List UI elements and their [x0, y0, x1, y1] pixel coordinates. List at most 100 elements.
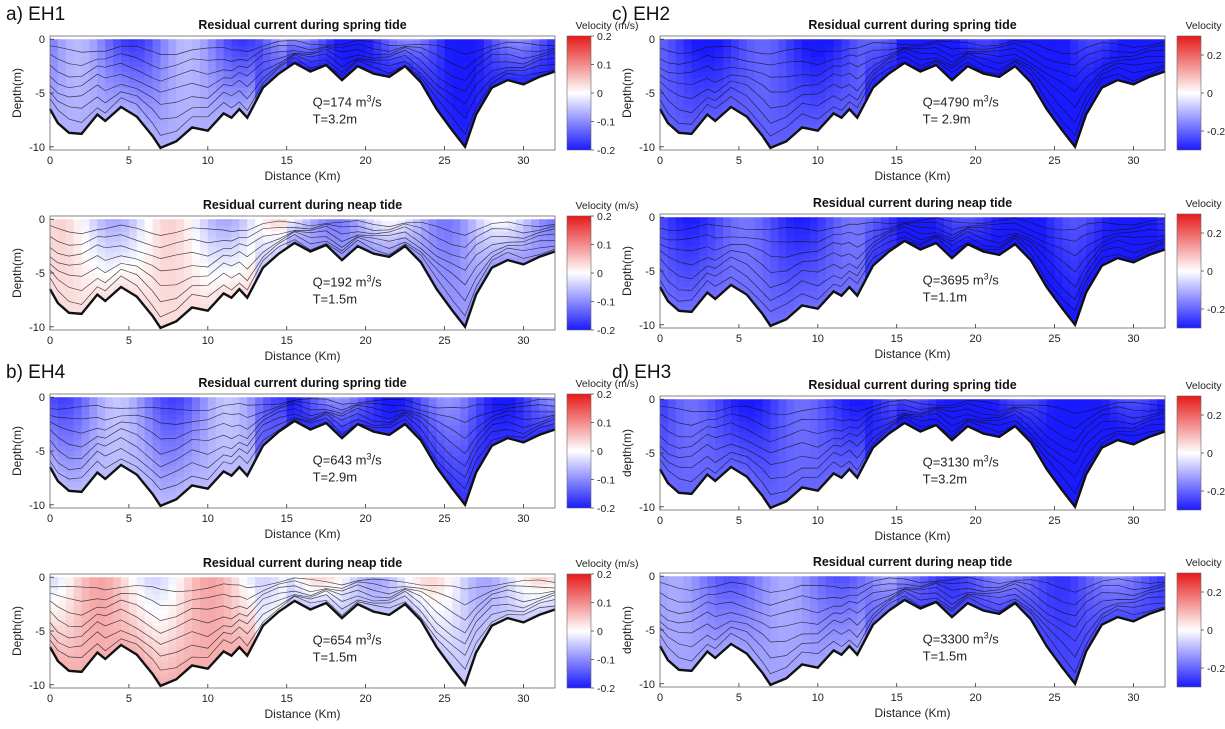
field-cell [483, 103, 493, 110]
field-cell [310, 262, 319, 269]
field-cell [468, 51, 477, 58]
contour-line [50, 239, 555, 318]
field-cell [746, 281, 756, 288]
field-cell [483, 314, 493, 321]
field-cell [428, 118, 438, 125]
field-cell [436, 309, 446, 316]
field-cell [65, 236, 75, 243]
field-cell [81, 67, 91, 73]
field-cell [444, 118, 454, 125]
field-cell [302, 288, 311, 295]
field-cell [247, 298, 256, 305]
field-cell [1101, 39, 1111, 42]
field-cell [539, 314, 548, 321]
field-cell [880, 113, 890, 120]
field-cell [468, 56, 477, 63]
field-cell [499, 93, 509, 99]
field-cell [215, 129, 225, 136]
field-cell [1070, 72, 1079, 79]
field-cell [278, 314, 288, 321]
field-cell [738, 41, 748, 47]
field-cell [944, 134, 953, 141]
field-cell [294, 236, 304, 243]
field-cell [223, 39, 233, 42]
field-cell [160, 129, 169, 136]
field-cell [1149, 134, 1158, 141]
field-cell [144, 39, 154, 42]
field-cell [809, 296, 819, 303]
field-cell [731, 134, 740, 141]
field-cell [794, 317, 803, 324]
field-cell [904, 113, 914, 120]
field-cell [849, 281, 858, 288]
field-cell [786, 77, 795, 84]
field-cell [1007, 118, 1016, 125]
field-cell [412, 118, 422, 125]
field-cell [81, 134, 91, 141]
field-cell [483, 319, 493, 326]
field-cell [199, 67, 209, 73]
field-cell [468, 219, 477, 222]
field-cell [912, 87, 921, 94]
field-cell [675, 113, 685, 120]
field-cell [746, 113, 756, 120]
field-cell [160, 113, 169, 120]
field-cell [754, 103, 764, 110]
field-cell [1149, 118, 1158, 125]
field-cell [436, 39, 446, 42]
field-cell [381, 304, 390, 310]
field-cell [263, 51, 272, 58]
field-cell [880, 72, 890, 79]
field-cell [833, 265, 843, 272]
field-cell [381, 241, 390, 248]
field-cell [326, 129, 335, 136]
field-cell [754, 56, 764, 63]
field-cell [215, 61, 225, 68]
field-cell [778, 250, 787, 257]
field-cell [207, 278, 217, 284]
field-cell [515, 283, 525, 290]
field-cell [794, 51, 803, 58]
field-cell [1030, 124, 1040, 130]
field-cell [452, 67, 461, 73]
field-cell [444, 41, 454, 47]
field-cell [286, 46, 296, 53]
field-cell [1022, 67, 1032, 73]
field-cell [389, 124, 398, 130]
field-cell [715, 129, 724, 136]
field-cell [515, 314, 525, 321]
field-cell [263, 67, 272, 73]
field-cell [460, 309, 469, 316]
field-cell [176, 309, 185, 316]
field-cell [128, 288, 138, 295]
field-cell [975, 39, 985, 42]
field-cell [412, 67, 422, 73]
field-cell [1149, 87, 1158, 94]
field-cell [97, 288, 106, 295]
field-cell [184, 252, 193, 259]
contour-line [660, 60, 1165, 137]
field-cell [817, 67, 827, 73]
x-tick-label: 5 [126, 155, 132, 167]
field-cell [999, 108, 1008, 115]
field-cell [452, 56, 461, 63]
field-cell [944, 41, 953, 47]
field-cell [476, 221, 485, 227]
field-cell [912, 129, 921, 136]
field-cell [754, 291, 764, 298]
field-cell [849, 134, 858, 141]
field-cell [199, 41, 209, 47]
field-cell [65, 41, 75, 47]
field-cell [215, 98, 225, 104]
field-cell [675, 41, 685, 47]
field-cell [184, 41, 193, 47]
field-cell [1125, 77, 1135, 84]
field-cell [436, 67, 446, 73]
field-cell [723, 61, 732, 68]
field-cell [57, 262, 67, 269]
field-cell [699, 46, 708, 53]
field-cell [1117, 61, 1127, 68]
field-cell [389, 283, 398, 290]
field-cell [1070, 129, 1079, 136]
